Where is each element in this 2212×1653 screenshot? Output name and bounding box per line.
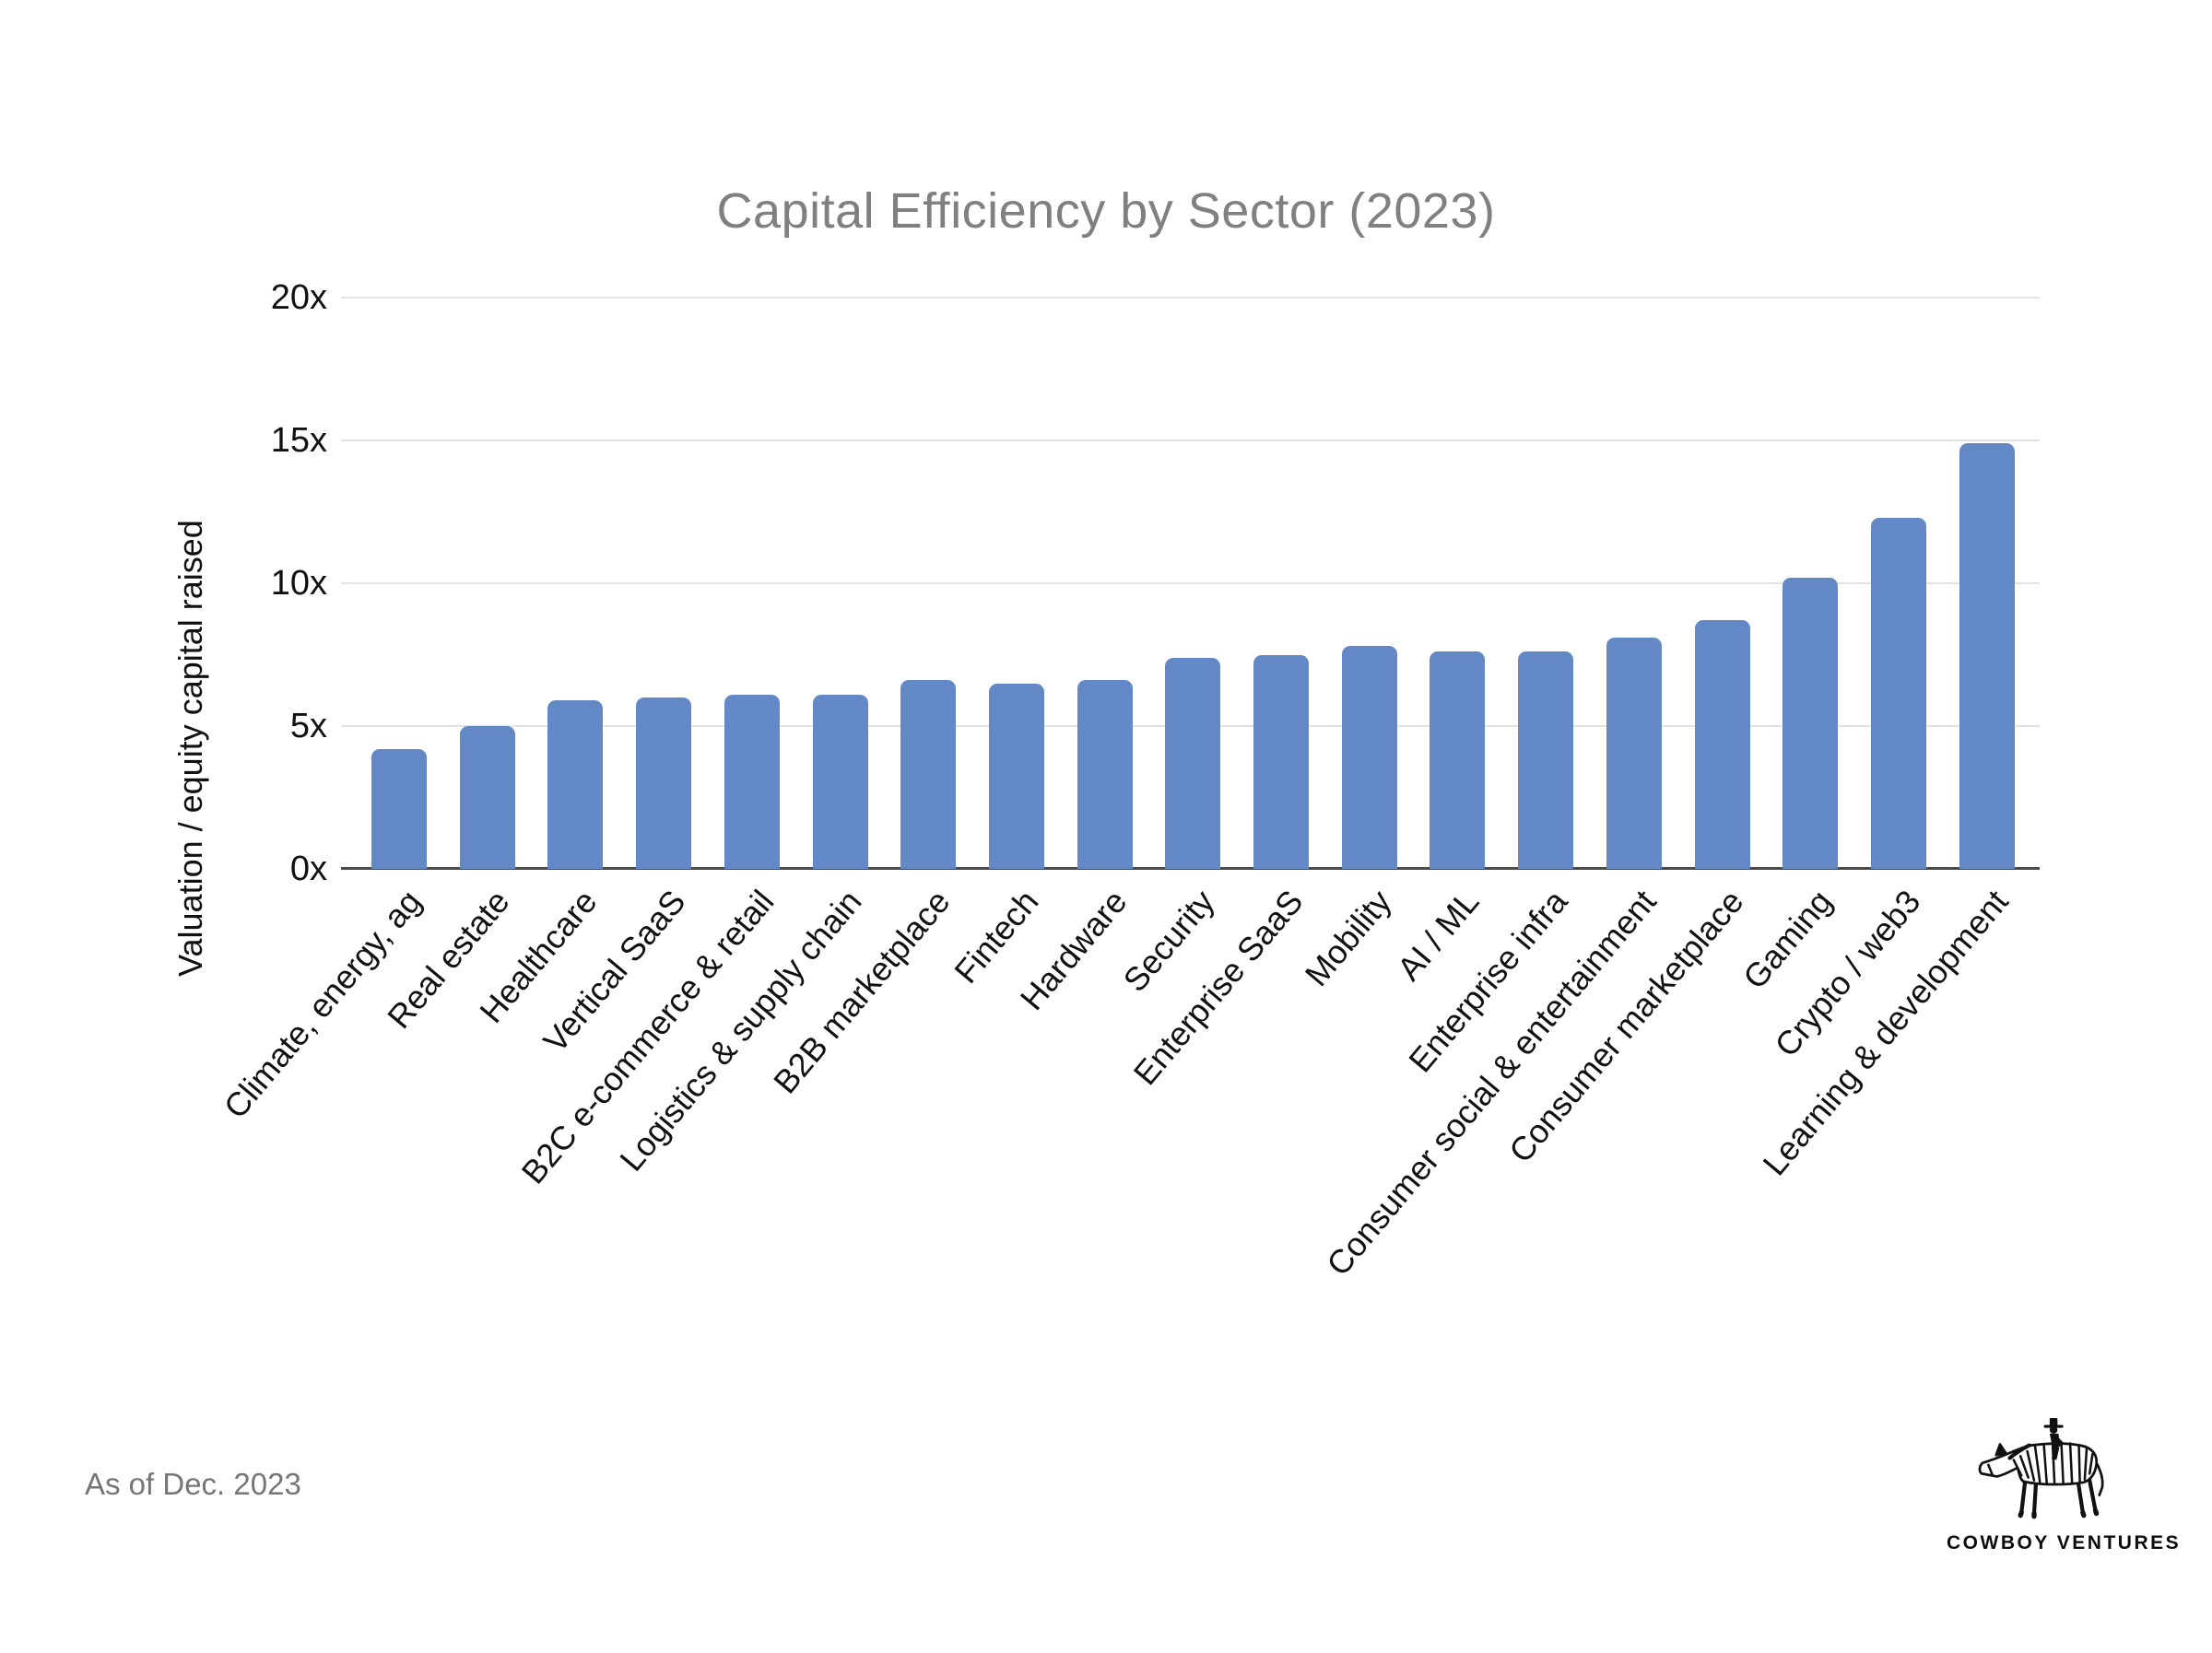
bar-vertical-saas [636, 698, 692, 869]
bar-enterprise-saas [1253, 654, 1309, 869]
bar-b2b-marketplace [900, 680, 957, 869]
bar-mobility [1341, 646, 1397, 869]
bar-b2c-e-commerce-retail [724, 694, 780, 869]
gridline-10x [341, 582, 2040, 584]
y-tick-label: 20x [270, 278, 327, 317]
y-tick-label: 10x [270, 564, 327, 603]
gridline-15x [341, 440, 2040, 441]
zebra-rider-icon [1978, 1418, 2104, 1519]
chart-title: Capital Efficiency by Sector (2023) [716, 183, 1496, 239]
bar-gaming [1783, 577, 1839, 869]
bar-ai-ml [1430, 651, 1486, 869]
x-category-label: Learning & development [1755, 883, 2017, 1183]
bar-consumer-marketplace [1694, 620, 1750, 869]
as-of-note: As of Dec. 2023 [85, 1467, 301, 1501]
bar-fintech [988, 683, 1044, 869]
bar-healthcare [547, 700, 604, 869]
y-tick-label: 0x [289, 850, 327, 888]
bar-real-estate [459, 726, 515, 869]
bar-hardware [1077, 680, 1133, 869]
bar-crypto-web3 [1870, 517, 1926, 869]
y-tick-label: 5x [289, 707, 327, 745]
bar-logistics-supply-chain [812, 694, 868, 869]
bar-climate-energy-ag [371, 748, 427, 869]
bar-enterprise-infra [1518, 651, 1574, 869]
bar-security [1165, 657, 1221, 869]
bar-consumer-social-entertainment [1606, 637, 1662, 869]
gridline-20x [341, 297, 2040, 299]
plot-area [341, 297, 2040, 870]
cowboy-ventures-logo: COWBOY VENTURES [1947, 1417, 2182, 1554]
y-tick-label: 15x [270, 421, 327, 460]
logo-text: COWBOY VENTURES [1947, 1532, 2182, 1553]
bar-learning-development [1959, 443, 2015, 869]
